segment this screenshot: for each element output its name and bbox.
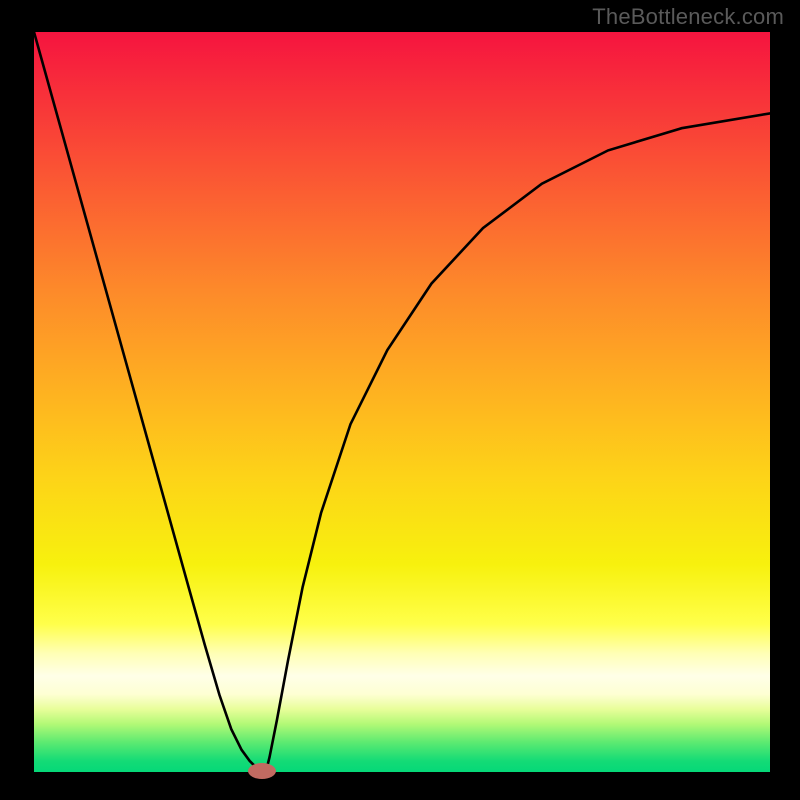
minimum-marker bbox=[248, 763, 276, 779]
chart-container: TheBottleneck.com bbox=[0, 0, 800, 800]
watermark-text: TheBottleneck.com bbox=[592, 4, 784, 30]
curve-layer bbox=[34, 32, 770, 772]
curve-right-branch bbox=[266, 113, 770, 772]
curve-left-branch bbox=[34, 32, 262, 772]
plot-area bbox=[34, 32, 770, 772]
